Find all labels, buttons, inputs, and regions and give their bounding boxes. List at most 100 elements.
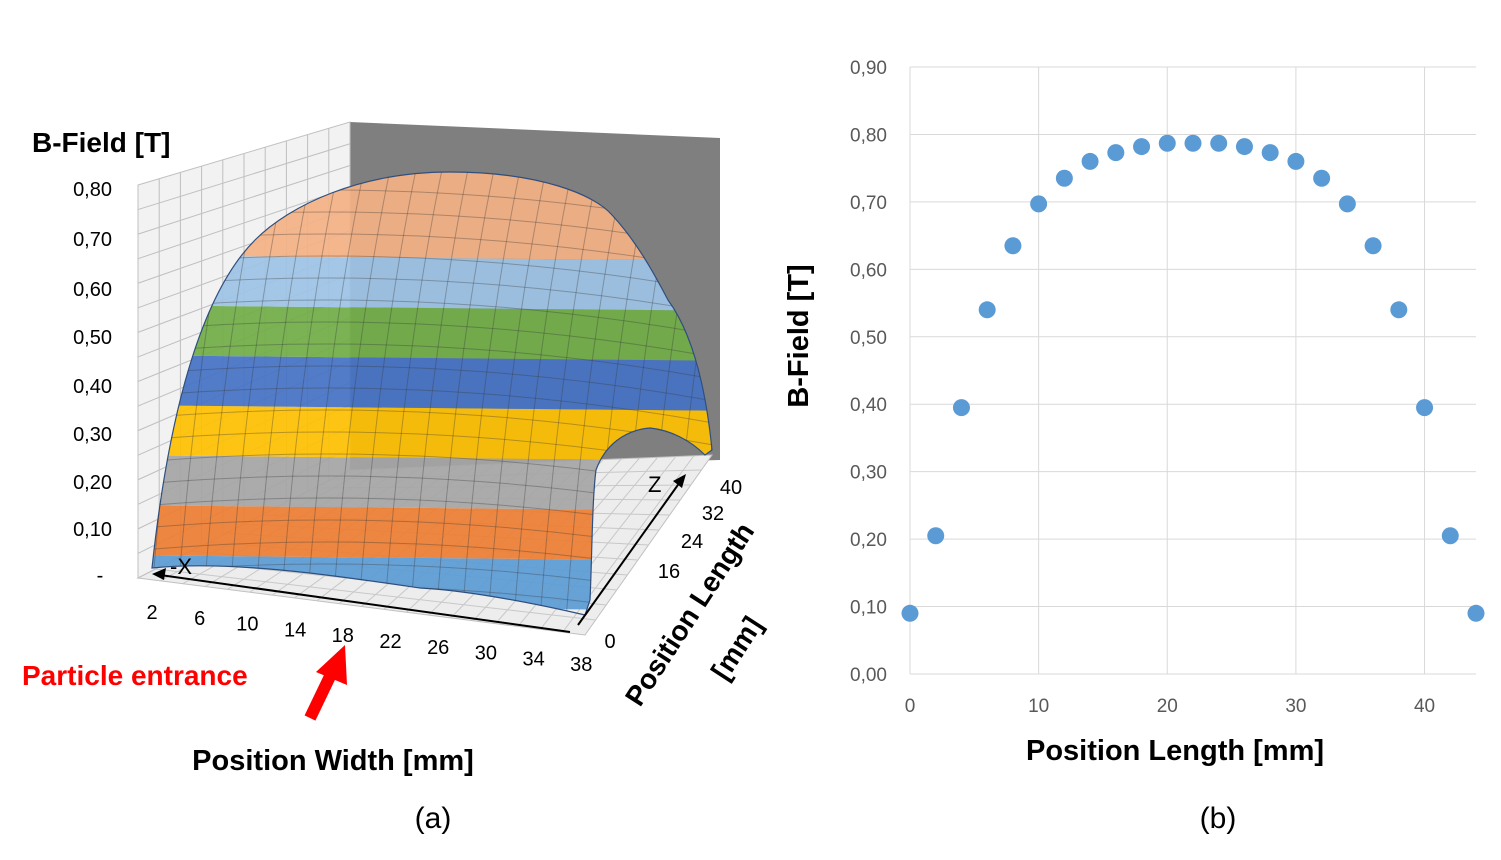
scatter-point [1158, 134, 1176, 152]
mesh-line [487, 172, 549, 615]
surface-chart: -X Z B-Field [T] - 0,10 0,20 0,30 0,40 0,50 0,… [22, 121, 768, 835]
scatter-points [901, 134, 1485, 622]
scatter-point [1338, 195, 1356, 213]
mesh-line [383, 172, 445, 615]
surface-width-tick: 2 [146, 602, 157, 624]
surface-width-tick: 14 [284, 619, 306, 641]
axis-x-marker: -X [170, 554, 192, 579]
surface-width-tick: 34 [522, 648, 544, 670]
surface-y-tick: 0,10 [73, 519, 112, 541]
wall-grid-line [137, 186, 351, 260]
mesh-line [152, 321, 712, 363]
scatter-point [1390, 301, 1408, 319]
wall-grid-line [137, 143, 351, 211]
mesh-line [331, 172, 393, 615]
scatter-y-tick: 0,40 [850, 395, 887, 416]
mesh-line [253, 172, 315, 615]
scatter-point [1030, 195, 1048, 213]
scatter-x-tick: 40 [1414, 696, 1435, 717]
surface-y-tick: 0,40 [73, 376, 112, 398]
surface-y-tick: 0,20 [73, 472, 112, 494]
scatter-point [1441, 527, 1459, 545]
mesh-line [513, 172, 575, 615]
scatter-grid [909, 66, 1476, 675]
surface-width-tick: 30 [475, 643, 497, 665]
surface-length-tick: 16 [658, 561, 680, 583]
scatter-point [1133, 138, 1151, 156]
scatter-y-tick: 0,00 [850, 665, 887, 686]
floor-grid-line [155, 568, 596, 621]
scatter-point [1055, 169, 1073, 187]
mesh-line [152, 387, 712, 429]
surface-width-tick: 18 [332, 625, 354, 647]
caption-b: (b) [1200, 802, 1237, 835]
surface-band-3 [152, 405, 712, 461]
surface-length-tick: 24 [681, 531, 703, 553]
scatter-point [1261, 144, 1279, 162]
surface-y-tick: 0,60 [73, 279, 112, 301]
length-label-line2: [mm] [705, 611, 768, 685]
surface-band-5 [152, 305, 712, 361]
width-arrowhead [152, 568, 166, 580]
scatter-y-tick: 0,70 [850, 193, 887, 214]
mesh-line [539, 172, 601, 615]
scatter-point [1184, 134, 1202, 152]
surface-length-tick: 0 [604, 631, 615, 653]
surface-width-tick: 6 [194, 608, 205, 630]
scatter-y-tick: 0,20 [850, 530, 887, 551]
length-axis-arrow [577, 481, 681, 626]
surface-y-tick: 0,70 [73, 229, 112, 251]
scatter-point [1235, 138, 1253, 156]
width-label: Position Width [mm] [192, 745, 474, 777]
surface-band-6 [152, 255, 712, 311]
scatter-xlabel: Position Length [mm] [1026, 735, 1324, 767]
surface-y-tick: 0,50 [73, 327, 112, 349]
scatter-chart: 0,00 0,10 0,20 0,30 0,40 0,50 0,60 0,70 0,80 0,90… [783, 58, 1485, 835]
surface-width-tick: 10 [236, 614, 258, 636]
surface-length-tick: 32 [702, 503, 724, 525]
scatter-x-tick: 20 [1157, 696, 1178, 717]
width-axis-arrow [159, 574, 571, 633]
scatter-y-tick: 0,10 [850, 598, 887, 619]
mesh-line [152, 365, 712, 407]
surface-length-tick: 40 [720, 477, 742, 499]
surface-width-ticks: 2 6 10 14 18 22 26 30 34 38 [146, 602, 592, 676]
scatter-ylabel: B-Field [T] [783, 264, 815, 407]
scatter-point [1416, 399, 1434, 417]
scatter-y-ticks: 0,00 0,10 0,20 0,30 0,40 0,50 0,60 0,70 0,80 0,90 [850, 58, 887, 686]
mesh-line [435, 172, 497, 615]
surface-y-tick: - [97, 565, 104, 587]
surface-y-tick: 0,80 [73, 179, 112, 201]
scatter-x-tick: 0 [905, 696, 916, 717]
scatter-y-tick: 0,60 [850, 260, 887, 281]
scatter-x-tick: 30 [1285, 696, 1306, 717]
length-arrowhead [673, 474, 686, 488]
scatter-point [1364, 237, 1382, 255]
surface-width-tick: 22 [379, 631, 401, 653]
surface-y-tick: 0,30 [73, 424, 112, 446]
surface-width-tick: 38 [570, 654, 592, 676]
scatter-y-tick: 0,30 [850, 463, 887, 484]
scatter-x-ticks: 0 10 20 30 40 [905, 696, 1435, 717]
wall-grid-line [137, 165, 351, 235]
mesh-line [305, 172, 367, 615]
scatter-point [1081, 152, 1099, 170]
mesh-line [461, 172, 523, 615]
surface-band-4 [152, 355, 712, 411]
mesh-line [152, 343, 712, 385]
mesh-line [409, 172, 471, 615]
scatter-point [1107, 144, 1125, 162]
scatter-point [952, 399, 970, 417]
scatter-x-tick: 10 [1028, 696, 1049, 717]
surface-ylabel: B-Field [T] [32, 127, 170, 158]
scatter-point [1004, 237, 1022, 255]
scatter-y-tick: 0,80 [850, 125, 887, 146]
scatter-y-tick: 0,50 [850, 328, 887, 349]
scatter-point [1210, 134, 1228, 152]
scatter-point [1287, 152, 1305, 170]
surface-width-tick: 26 [427, 637, 449, 659]
axis-z-marker: Z [648, 472, 661, 497]
particle-entrance-label: Particle entrance [22, 660, 248, 691]
